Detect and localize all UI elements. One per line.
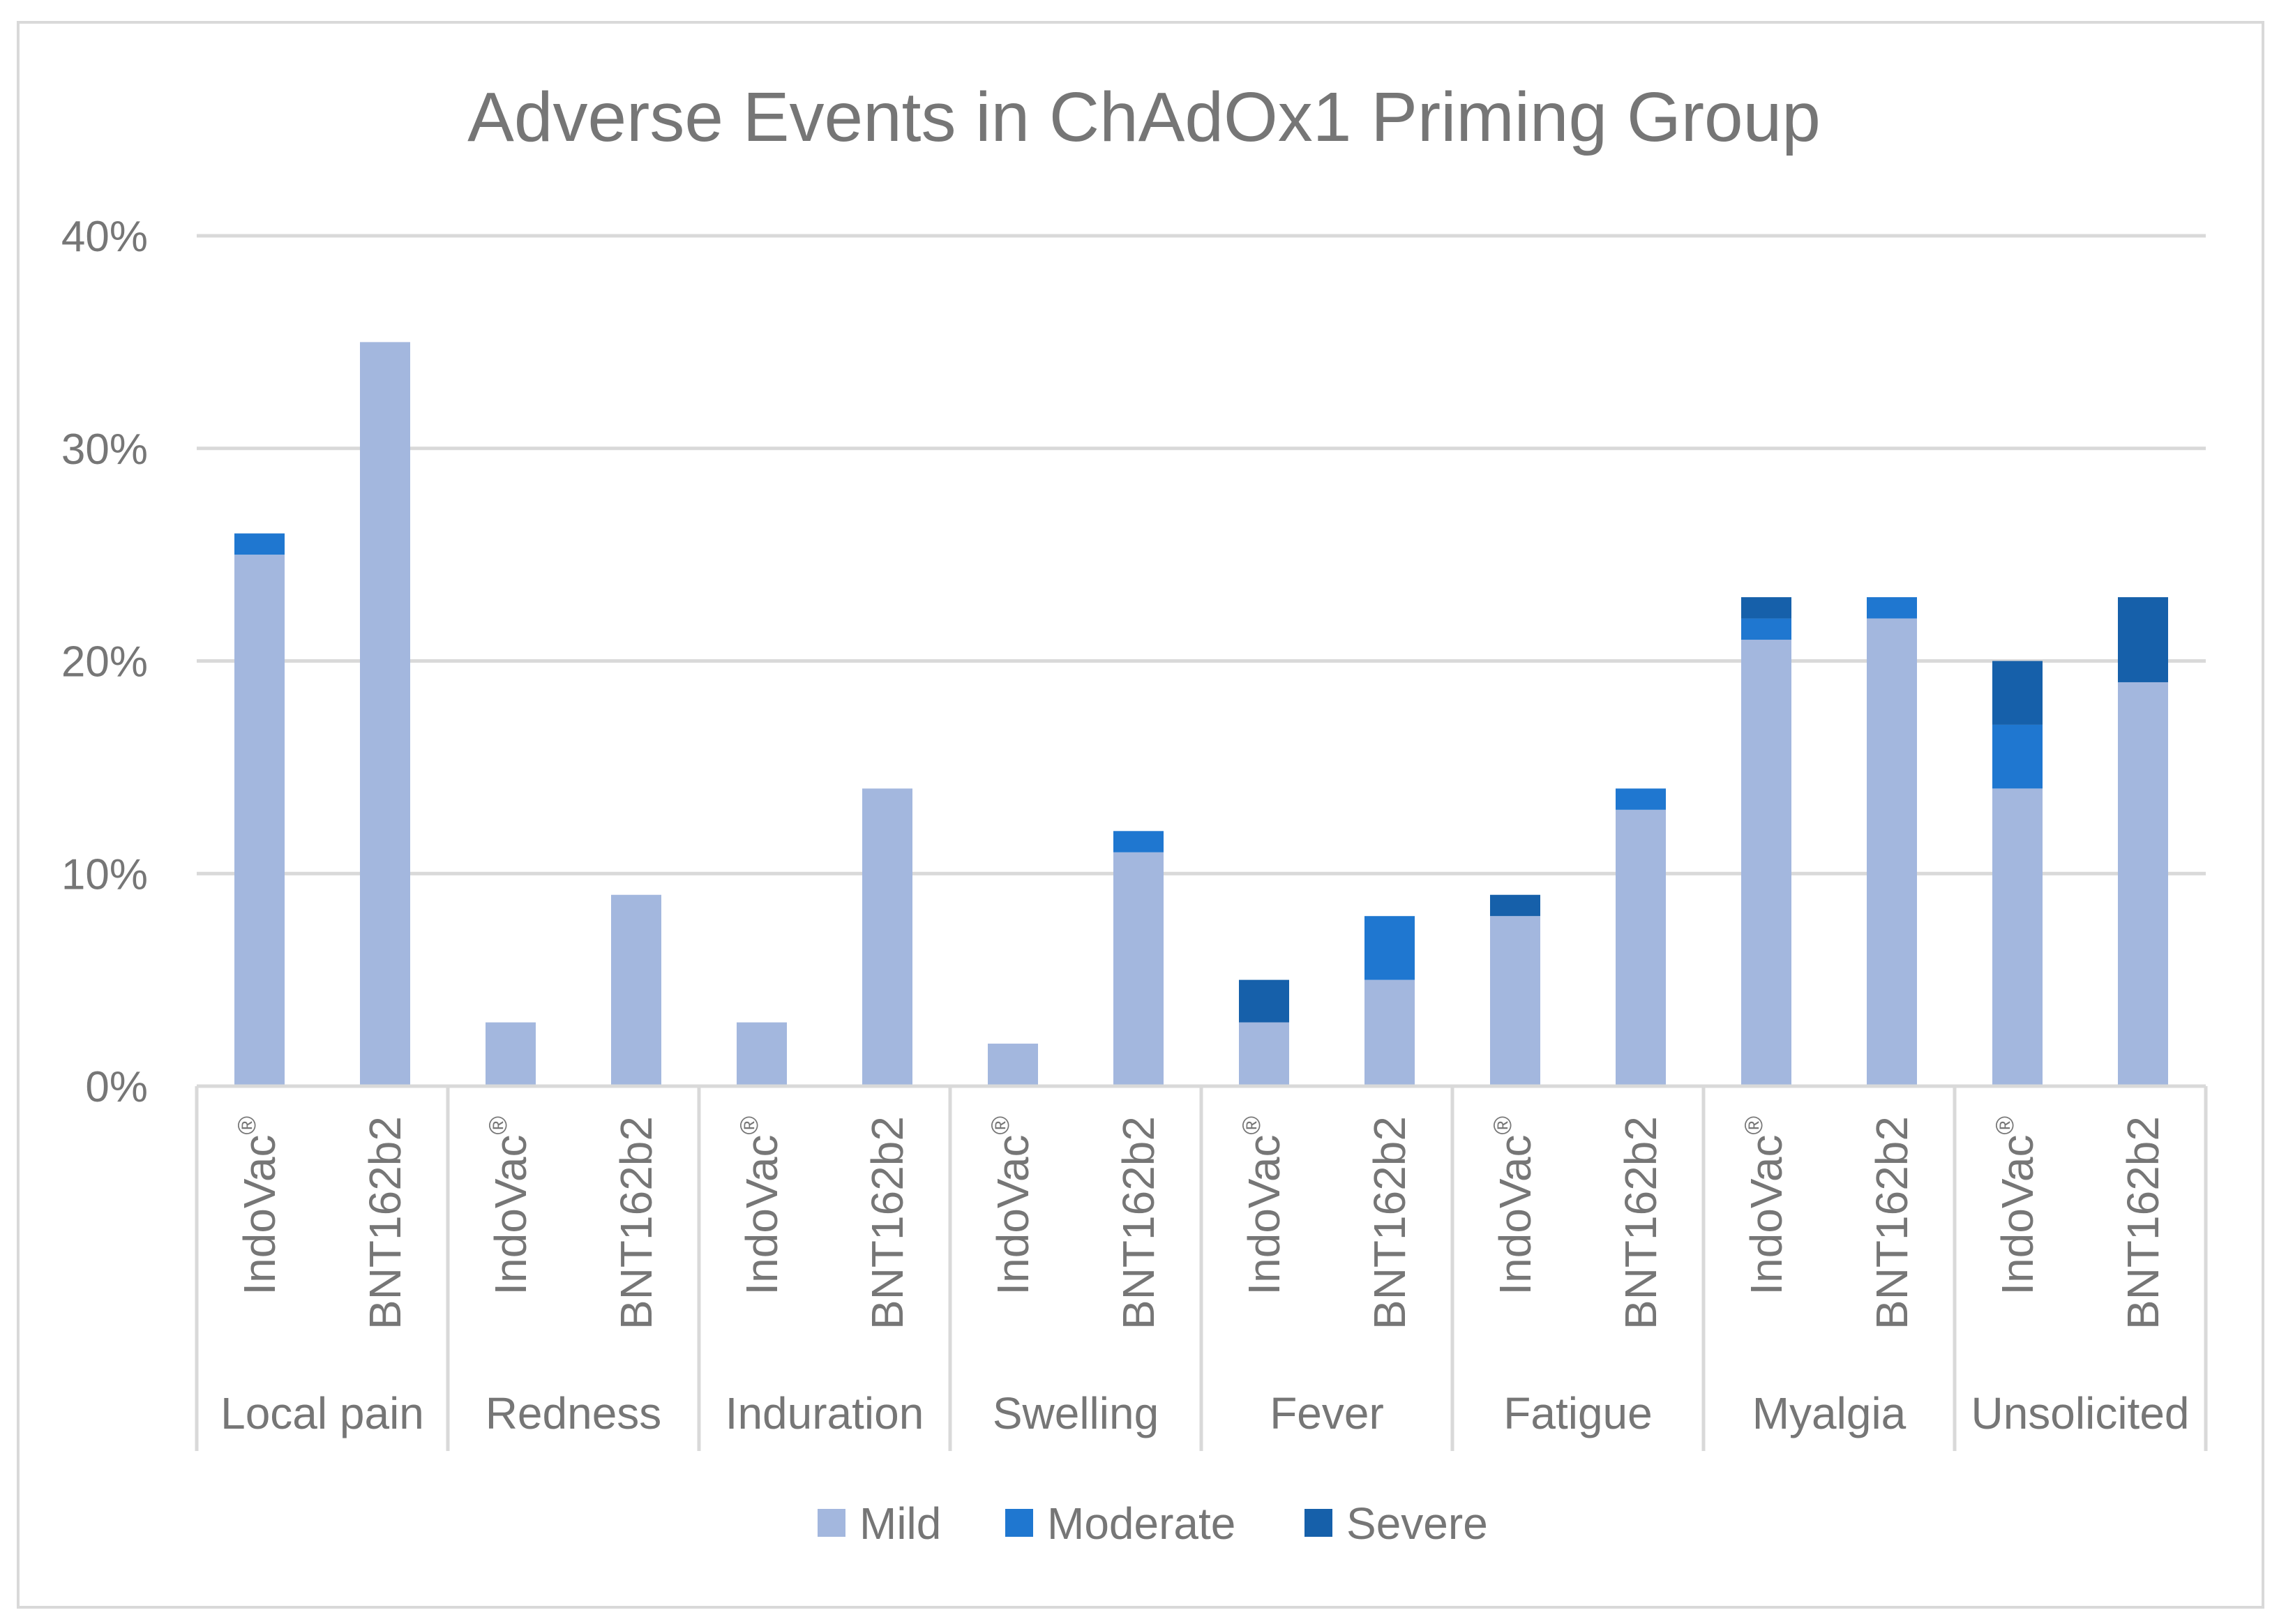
x-tick-label: BNT162b2 (862, 1116, 912, 1330)
x-tick-label: BNT162b2 (2118, 1116, 2168, 1330)
bar-severe (2118, 597, 2168, 682)
x-tick-label: IndoVac® (232, 1116, 285, 1295)
x-tick-label: IndoVac® (1990, 1116, 2043, 1295)
group-label: Myalgia (1752, 1388, 1907, 1438)
bar-mild (1113, 852, 1164, 1086)
group-label: Redness (486, 1388, 662, 1438)
group-label: Induration (725, 1388, 924, 1438)
x-tick-label: IndoVac® (1237, 1116, 1289, 1295)
x-tick-label: IndoVac® (483, 1116, 536, 1295)
group-label: Fever (1270, 1388, 1384, 1438)
group-label: Local pain (220, 1388, 424, 1438)
bar-mild (360, 342, 410, 1086)
bar-mild (1364, 979, 1415, 1086)
bar-mild (1239, 1022, 1289, 1086)
bar-severe (1490, 894, 1540, 917)
bar-mild (611, 894, 661, 1086)
legend-label: Moderate (1047, 1498, 1235, 1549)
bar-mild (1741, 640, 1791, 1086)
bar-moderate (1741, 618, 1791, 640)
x-tick-label: IndoVac® (1739, 1116, 1791, 1295)
bars (234, 342, 2168, 1086)
x-axis (195, 1084, 2208, 1451)
group-label: Unsolicited (1971, 1388, 2189, 1438)
y-axis-ticks: 0% 10% 20% 30% 40% (61, 213, 148, 1111)
y-tick-label: 40% (61, 213, 148, 261)
x-tick-label: IndoVac® (986, 1116, 1038, 1295)
bar-moderate (1992, 724, 2043, 789)
bar-moderate (234, 533, 285, 555)
y-tick-label: 20% (61, 638, 148, 686)
bar-mild (1992, 788, 2043, 1086)
group-label: Fatigue (1503, 1388, 1652, 1438)
x-tick-label: BNT162b2 (1616, 1116, 1666, 1330)
legend-label: Mild (859, 1498, 941, 1549)
bar-mild (862, 788, 912, 1086)
bar-mild (1616, 809, 1666, 1086)
bar-mild (988, 1044, 1038, 1086)
group-label: Swelling (993, 1388, 1159, 1438)
x-axis-labels: IndoVac® BNT162b2 IndoVac® BNT162b2 IndoVac®… (220, 1116, 2189, 1438)
bar-moderate (1616, 788, 1666, 810)
legend: Mild Moderate Severe (818, 1498, 1488, 1549)
bar-moderate (1113, 831, 1164, 852)
x-tick-label: BNT162b2 (1113, 1116, 1164, 1330)
bar-mild (737, 1022, 787, 1086)
bar-mild (1490, 916, 1540, 1086)
bar-severe (1239, 979, 1289, 1023)
bar-mild (1867, 618, 1917, 1086)
bar-moderate (1867, 597, 1917, 619)
x-tick-label: IndoVac® (735, 1116, 787, 1295)
legend-swatch-severe (1304, 1509, 1332, 1537)
x-tick-label: BNT162b2 (1867, 1116, 1917, 1330)
chart-title: Adverse Events in ChAdOx1 Priming Group (467, 78, 1821, 156)
bar-mild (234, 555, 285, 1086)
bar-mild (486, 1022, 536, 1086)
x-tick-label: BNT162b2 (611, 1116, 661, 1330)
x-tick-label: BNT162b2 (1364, 1116, 1415, 1330)
y-tick-label: 0% (85, 1063, 148, 1111)
legend-swatch-moderate (1005, 1509, 1033, 1537)
legend-swatch-mild (818, 1509, 845, 1537)
x-tick-label: IndoVac® (1488, 1116, 1540, 1295)
x-tick-label: BNT162b2 (360, 1116, 410, 1330)
bar-severe (1741, 597, 1791, 619)
bar-severe (1992, 661, 2043, 725)
y-tick-label: 10% (61, 850, 148, 899)
bar-mild (2118, 682, 2168, 1086)
y-tick-label: 30% (61, 426, 148, 474)
bar-moderate (1364, 916, 1415, 980)
legend-label: Severe (1346, 1498, 1488, 1549)
